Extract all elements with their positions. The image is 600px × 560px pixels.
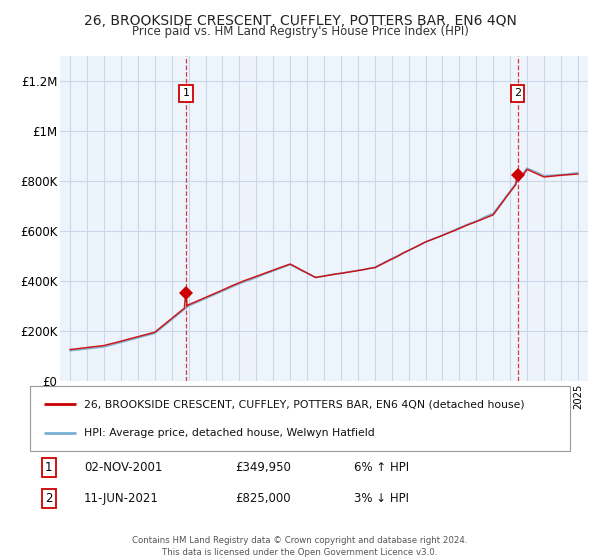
- Text: Price paid vs. HM Land Registry's House Price Index (HPI): Price paid vs. HM Land Registry's House …: [131, 25, 469, 38]
- Text: 2: 2: [514, 88, 521, 99]
- Text: 26, BROOKSIDE CRESCENT, CUFFLEY, POTTERS BAR, EN6 4QN: 26, BROOKSIDE CRESCENT, CUFFLEY, POTTERS…: [83, 14, 517, 28]
- Text: 1: 1: [182, 88, 190, 99]
- Text: 2: 2: [45, 492, 53, 505]
- Text: Contains HM Land Registry data © Crown copyright and database right 2024.
This d: Contains HM Land Registry data © Crown c…: [132, 536, 468, 557]
- Text: 1: 1: [45, 461, 53, 474]
- Text: £349,950: £349,950: [235, 461, 291, 474]
- Text: 11-JUN-2021: 11-JUN-2021: [84, 492, 159, 505]
- Text: 02-NOV-2001: 02-NOV-2001: [84, 461, 163, 474]
- Text: 3% ↓ HPI: 3% ↓ HPI: [354, 492, 409, 505]
- Text: 26, BROOKSIDE CRESCENT, CUFFLEY, POTTERS BAR, EN6 4QN (detached house): 26, BROOKSIDE CRESCENT, CUFFLEY, POTTERS…: [84, 399, 524, 409]
- FancyBboxPatch shape: [30, 386, 570, 451]
- Text: HPI: Average price, detached house, Welwyn Hatfield: HPI: Average price, detached house, Welw…: [84, 428, 375, 438]
- Text: 6% ↑ HPI: 6% ↑ HPI: [354, 461, 409, 474]
- Text: £825,000: £825,000: [235, 492, 291, 505]
